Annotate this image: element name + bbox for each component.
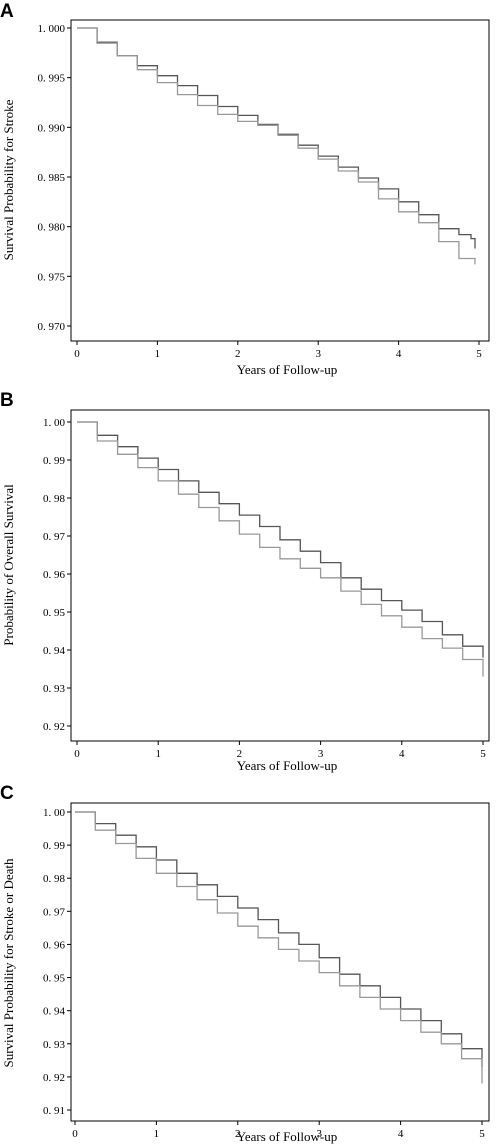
panel-a-survival-curve-1 bbox=[77, 27, 476, 249]
panel-c-survival-curve-1 bbox=[75, 811, 483, 1067]
panel-b-x-tick-label: 4 bbox=[399, 748, 405, 760]
panel-b-x-tick-label: 1 bbox=[155, 748, 161, 760]
panel-c-y-tick-label: 0. 98 bbox=[43, 873, 66, 885]
panel-c-y-tick-label: 0. 95 bbox=[43, 973, 66, 985]
panel-a-plot-frame bbox=[70, 19, 490, 342]
panel-c-x-tick-label: 3 bbox=[316, 1128, 322, 1140]
panel-b-y-tick-label: 0. 96 bbox=[43, 569, 66, 581]
panel-c: C Survival Probability for Stroke or Dea… bbox=[0, 783, 490, 1144]
panel-c-y-tick-label: 0. 97 bbox=[43, 906, 66, 918]
panel-b-y-tick-label: 0. 98 bbox=[43, 493, 66, 505]
panel-b-x-tick-label: 0 bbox=[74, 748, 80, 760]
panel-c-y-tick-label: 0. 94 bbox=[43, 1006, 66, 1018]
panel-c-y-tick-label: 0. 96 bbox=[43, 939, 66, 951]
panel-a-survival-curve-2 bbox=[77, 27, 476, 265]
panel-c-x-tick-label: 5 bbox=[479, 1128, 485, 1140]
panel-b-survival-curve-2 bbox=[77, 421, 484, 677]
panel-a-y-tick-label: 0. 995 bbox=[38, 73, 66, 85]
panel-b-y-tick-label: 0. 93 bbox=[43, 683, 66, 695]
panel-c-x-tick-label: 2 bbox=[235, 1128, 241, 1140]
panel-b-y-tick-label: 0. 99 bbox=[43, 455, 66, 467]
panel-b-x-axis-title: Years of Follow-up bbox=[237, 758, 338, 773]
panel-c-y-tick-label: 1. 00 bbox=[43, 807, 66, 819]
panel-letter-c: C bbox=[0, 783, 14, 804]
panel-a-x-axis-title: Years of Follow-up bbox=[237, 362, 338, 377]
panel-a-y-tick-label: 0. 980 bbox=[38, 222, 66, 234]
panel-b: B Probability of Overall Survival Years … bbox=[0, 390, 490, 773]
panel-c-y-tick-label: 0. 91 bbox=[43, 1105, 65, 1117]
panel-a-y-tick-label: 0. 970 bbox=[38, 321, 66, 333]
panel-b-x-tick-label: 3 bbox=[318, 748, 324, 760]
panel-a-y-tick-label: 0. 985 bbox=[38, 172, 66, 184]
panel-b-x-tick-label: 2 bbox=[237, 748, 243, 760]
panel-b-y-tick-label: 0. 95 bbox=[43, 607, 66, 619]
panel-b-y-axis-title: Probability of Overall Survival bbox=[1, 484, 16, 646]
panel-a-y-tick-label: 0. 990 bbox=[38, 122, 66, 134]
panel-c-y-tick-label: 0. 93 bbox=[43, 1039, 66, 1051]
panel-c-survival-curve-2 bbox=[75, 811, 483, 1084]
panel-c-y-axis-title: Survival Probability for Stroke or Death bbox=[1, 858, 16, 1068]
panel-b-curves bbox=[77, 421, 484, 677]
panel-a-x-tick-label: 4 bbox=[396, 348, 402, 360]
panel-b-survival-curve-1 bbox=[77, 421, 484, 658]
panel-a-curves bbox=[77, 27, 476, 265]
panel-b-y-tick-label: 0. 92 bbox=[43, 721, 65, 733]
panel-c-y-tick-label: 0. 92 bbox=[43, 1072, 65, 1084]
panel-c-x-tick-label: 4 bbox=[398, 1128, 404, 1140]
panel-c-x-tick-label: 0 bbox=[72, 1128, 78, 1140]
panel-a-y-axis-title: Survival Probability for Stroke bbox=[1, 99, 16, 260]
panel-c-x-tick-label: 1 bbox=[154, 1128, 160, 1140]
panel-a-x-tick-label: 5 bbox=[476, 348, 482, 360]
panel-a-x-tick-label: 0 bbox=[74, 348, 80, 360]
panel-a: A Survival Probability for Stroke Years … bbox=[0, 1, 490, 377]
panel-letter-b: B bbox=[0, 390, 14, 411]
panel-a-y-tick-label: 1. 000 bbox=[38, 23, 66, 35]
panel-b-y-tick-label: 0. 94 bbox=[43, 645, 66, 657]
panel-letter-a: A bbox=[0, 1, 14, 22]
panel-c-axes: 0. 91 0. 92 0. 93 0. 94 0. 95 0. 96 0. 97 0. 98… bbox=[43, 807, 485, 1140]
panel-b-y-tick-label: 1. 00 bbox=[43, 417, 66, 429]
panel-c-y-tick-label: 0. 99 bbox=[43, 840, 66, 852]
panel-a-x-tick-label: 1 bbox=[155, 348, 161, 360]
panel-b-axes: 0. 92 0. 93 0. 94 0. 95 0. 96 0. 97 0. 98 0. 99… bbox=[43, 417, 486, 760]
panel-a-axes: 0. 970 0. 975 0. 980 0. 985 0. 990 0. 995 1. 0… bbox=[38, 23, 483, 360]
panel-c-plot-frame bbox=[70, 802, 490, 1122]
panel-b-plot-frame bbox=[70, 409, 490, 742]
panel-b-x-tick-label: 5 bbox=[480, 748, 486, 760]
panel-b-y-tick-label: 0. 97 bbox=[43, 531, 66, 543]
panel-a-x-tick-label: 2 bbox=[235, 348, 241, 360]
panel-c-curves bbox=[75, 811, 483, 1084]
panel-c-x-axis-title: Years of Follow-up bbox=[237, 1129, 338, 1144]
panel-a-y-tick-label: 0. 975 bbox=[38, 271, 66, 283]
panel-a-x-tick-label: 3 bbox=[315, 348, 321, 360]
